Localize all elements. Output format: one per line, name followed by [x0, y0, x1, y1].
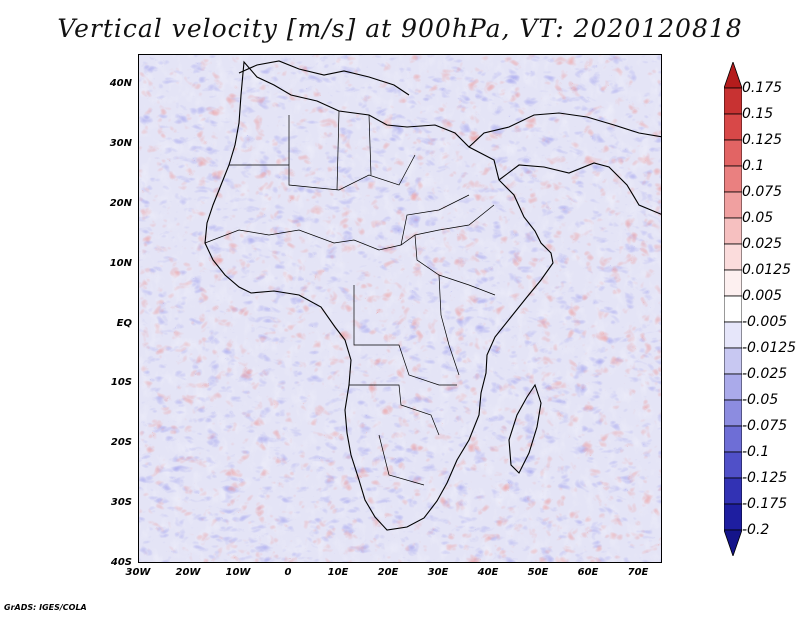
colorbar-label: -0.125 — [742, 470, 788, 486]
lon-label-30e: 30E — [427, 567, 449, 578]
colorbar-bin — [724, 451, 742, 479]
colorbar-label: -0.075 — [742, 418, 788, 434]
colorbar-bin — [724, 139, 742, 167]
africa-coastline — [204, 60, 554, 531]
grads-credit: GrADS: IGES/COLA — [4, 603, 87, 612]
colorbar-label: -0.2 — [742, 522, 770, 538]
lon-label-20w: 20W — [175, 567, 201, 578]
lon-label-0: 0 — [284, 567, 292, 578]
coastlines — [204, 60, 661, 531]
lon-label-40e: 40E — [477, 567, 499, 578]
colorbar-bin — [724, 269, 742, 297]
lat-label-20s: 20S — [110, 437, 132, 448]
lat-label-30n: 30N — [109, 138, 132, 149]
colorbar-bin — [724, 87, 742, 115]
near-zero-field — [139, 55, 661, 562]
madagascar-coastline — [508, 383, 542, 474]
lat-label-30s: 30S — [110, 497, 132, 508]
country-borders — [204, 110, 496, 486]
colorbar-label: 0.175 — [742, 80, 783, 96]
colorbar-label: -0.005 — [742, 314, 788, 330]
lat-label-20n: 20N — [109, 198, 132, 209]
lon-label-70e: 70E — [627, 567, 649, 578]
colorbar-bin — [724, 243, 742, 271]
colorbar-bin — [724, 477, 742, 505]
colorbar-bin — [724, 295, 742, 323]
middle-east-coastline — [468, 112, 661, 148]
colorbar-label: -0.0125 — [742, 340, 797, 356]
lat-label-40n: 40N — [109, 78, 132, 89]
colorbar-bin — [724, 321, 742, 349]
colorbar-bin — [724, 399, 742, 427]
lon-label-50e: 50E — [527, 567, 549, 578]
colorbar-label: 0.1 — [742, 158, 765, 174]
lat-label-10s: 10S — [110, 377, 132, 388]
colorbar-label: 0.005 — [742, 288, 783, 304]
colorbar-bin — [724, 217, 742, 245]
lon-label-10e: 10E — [327, 567, 349, 578]
colorbar-bin — [724, 165, 742, 193]
lat-label-10n: 10N — [109, 258, 132, 269]
colorbar-bin — [724, 373, 742, 401]
map-panel — [138, 54, 662, 563]
colorbar-top-arrow — [724, 62, 742, 89]
colorbar-label: 0.025 — [742, 236, 783, 252]
colorbar-label: -0.025 — [742, 366, 788, 382]
colorbar-label: 0.075 — [742, 184, 783, 200]
colorbar-bin — [724, 347, 742, 375]
colorbar-label: 0.15 — [742, 106, 774, 122]
mediterranean-coastline — [238, 60, 410, 96]
colorbar-label: 0.0125 — [742, 262, 791, 278]
colorbar-label: -0.05 — [742, 392, 779, 408]
lon-label-20e: 20E — [377, 567, 399, 578]
colorbar-bin — [724, 503, 742, 531]
colorbar — [724, 62, 742, 556]
velocity-field-map — [139, 55, 661, 562]
lon-label-60e: 60E — [577, 567, 599, 578]
arabian-coastline — [498, 162, 661, 215]
colorbar-label: 0.125 — [742, 132, 783, 148]
colorbar-label: 0.05 — [742, 210, 774, 226]
colorbar-bin — [724, 425, 742, 453]
colorbar-bin — [724, 191, 742, 219]
colorbar-bin — [724, 113, 742, 141]
lon-label-10w: 10W — [225, 567, 251, 578]
colorbar-bottom-arrow — [724, 529, 742, 556]
plot-title: Vertical velocity [m/s] at 900hPa, VT: 2… — [57, 14, 743, 43]
lat-label-eq: EQ — [116, 318, 132, 329]
lat-label-40s: 40S — [110, 557, 132, 568]
lon-label-30w: 30W — [125, 567, 151, 578]
colorbar-label: -0.1 — [742, 444, 770, 460]
colorbar-label: -0.175 — [742, 496, 788, 512]
